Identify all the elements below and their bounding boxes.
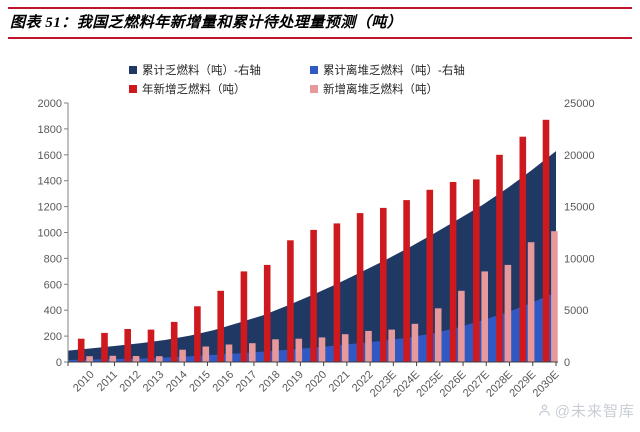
right-axis-labels: 0 5000 10000 15000 20000 25000 bbox=[564, 98, 595, 369]
svg-text:2010: 2010 bbox=[71, 369, 97, 395]
legend-item-3: 新增离堆乏燃料（吨） bbox=[310, 81, 465, 97]
legend-label-2: 年新增乏燃料（吨） bbox=[142, 84, 246, 96]
svg-text:2013: 2013 bbox=[141, 369, 167, 395]
svg-text:1400: 1400 bbox=[38, 176, 62, 188]
bar-series-0 bbox=[77, 119, 550, 362]
svg-text:2011: 2011 bbox=[95, 369, 120, 394]
figure-title: 图表 51：我国乏燃料年新增量和累计待处理量预测（吨） bbox=[10, 15, 403, 31]
legend-item-1: 累计离堆乏燃料（吨）-右轴 bbox=[310, 62, 465, 78]
watermark-text: @未来智库 bbox=[554, 403, 635, 420]
area-series-1 bbox=[68, 292, 556, 362]
svg-text:2019: 2019 bbox=[280, 369, 306, 395]
svg-text:2000: 2000 bbox=[38, 98, 62, 110]
svg-text:200: 200 bbox=[44, 331, 62, 343]
legend-item-2: 年新增乏燃料（吨） bbox=[129, 81, 310, 97]
svg-text:0: 0 bbox=[56, 357, 62, 369]
legend-swatch-1 bbox=[310, 66, 318, 74]
svg-text:5000: 5000 bbox=[564, 305, 588, 317]
legend-label-0: 累计乏燃料（吨）-右轴 bbox=[142, 65, 261, 77]
svg-text:2015: 2015 bbox=[187, 369, 213, 395]
svg-text:400: 400 bbox=[44, 305, 62, 317]
svg-text:15000: 15000 bbox=[564, 202, 595, 214]
svg-text:600: 600 bbox=[44, 279, 62, 291]
svg-text:2018: 2018 bbox=[257, 369, 283, 395]
legend-swatch-2 bbox=[129, 85, 137, 93]
area-series-0 bbox=[68, 151, 556, 362]
svg-text:800: 800 bbox=[44, 253, 62, 265]
legend-label-1: 累计离堆乏燃料（吨）-右轴 bbox=[323, 65, 465, 77]
svg-text:1800: 1800 bbox=[38, 124, 62, 136]
watermark-logo-icon bbox=[538, 404, 550, 416]
header-rule-bottom bbox=[8, 37, 632, 39]
svg-text:2021: 2021 bbox=[327, 369, 353, 395]
svg-text:20000: 20000 bbox=[564, 150, 595, 162]
left-axis-labels: 0 200 400 600 800 1000 1200 1400 1600 1800 2000 bbox=[38, 98, 68, 369]
svg-text:2012: 2012 bbox=[118, 369, 144, 395]
x-axis-labels: 2010201120122013201420152016201720182019… bbox=[67, 362, 562, 400]
svg-text:1200: 1200 bbox=[38, 202, 62, 214]
svg-text:2017: 2017 bbox=[234, 369, 260, 395]
svg-text:1000: 1000 bbox=[38, 228, 62, 240]
svg-text:2020: 2020 bbox=[303, 369, 329, 395]
svg-text:25000: 25000 bbox=[564, 98, 595, 110]
chart-legend: 累计乏燃料（吨）-右轴 累计离堆乏燃料（吨）-右轴年新增乏燃料（吨） 新增离堆乏燃料… bbox=[129, 62, 465, 97]
svg-text:1600: 1600 bbox=[38, 150, 62, 162]
legend-item-0: 累计乏燃料（吨）-右轴 bbox=[129, 62, 310, 78]
svg-text:10000: 10000 bbox=[564, 253, 595, 265]
legend-swatch-3 bbox=[310, 85, 318, 93]
svg-text:2016: 2016 bbox=[211, 369, 237, 395]
header-rule-top bbox=[8, 7, 632, 9]
legend-swatch-0 bbox=[129, 66, 137, 74]
bar-series-1 bbox=[86, 231, 558, 362]
watermark: @未来智库 bbox=[537, 400, 635, 421]
svg-text:0: 0 bbox=[564, 357, 570, 369]
legend-label-3: 新增离堆乏燃料（吨） bbox=[323, 84, 438, 96]
svg-text:2014: 2014 bbox=[164, 369, 190, 395]
svg-text:2030E: 2030E bbox=[531, 369, 562, 400]
